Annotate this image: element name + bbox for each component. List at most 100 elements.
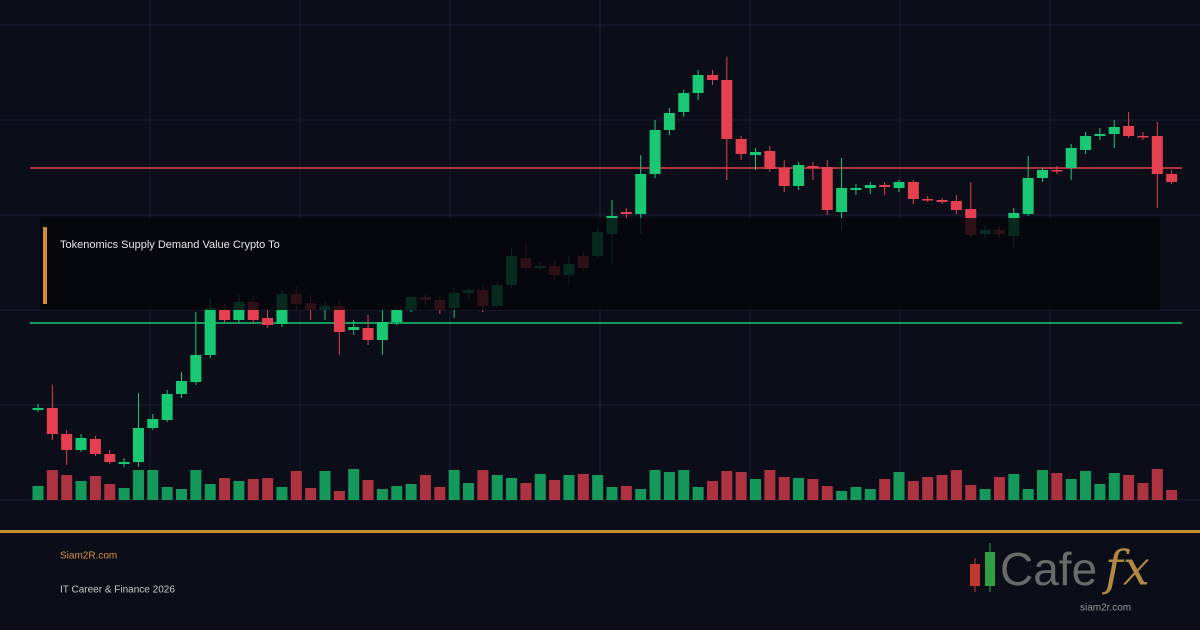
volume-bar — [46, 470, 58, 500]
volume-bar — [836, 491, 848, 500]
volume-bar — [950, 470, 962, 500]
candle-body — [104, 454, 116, 462]
candle-body — [348, 327, 360, 330]
candle-body — [1051, 170, 1063, 172]
candle-body — [333, 306, 345, 332]
volume-bar — [32, 486, 44, 500]
volume-bar — [750, 479, 761, 500]
volume-bar — [778, 477, 790, 500]
volume-bar — [678, 470, 690, 500]
volume-bar — [592, 475, 604, 500]
volume-bar — [506, 478, 518, 500]
volume-bar — [563, 475, 575, 500]
candle-body — [850, 188, 862, 190]
candle-body — [793, 165, 805, 186]
volume-bar — [764, 470, 776, 500]
candle-body — [247, 302, 259, 320]
volume-bar — [965, 485, 977, 500]
candle-body — [1037, 170, 1048, 178]
volume-bar — [405, 484, 417, 500]
volume-bar — [864, 489, 876, 500]
candle-body — [219, 310, 231, 320]
candle-body — [907, 182, 919, 199]
volume-bar — [649, 470, 661, 500]
candle-body — [190, 355, 202, 382]
volume-bar — [979, 489, 991, 500]
candle-body — [61, 434, 73, 450]
candle-body — [864, 185, 876, 188]
volume-bar — [993, 477, 1005, 500]
footer-site: Siam2R.com — [60, 551, 117, 562]
logo: Cafe fx siam2r.com — [970, 541, 1150, 614]
volume-bar — [635, 489, 647, 500]
volume-bar — [936, 475, 948, 500]
candle-body — [46, 408, 58, 434]
volume-bar — [118, 488, 130, 500]
candle-body — [649, 130, 661, 174]
candle-body — [922, 199, 934, 201]
volume-bar — [793, 478, 805, 500]
candle-body — [75, 438, 87, 450]
volume-bar — [247, 479, 259, 500]
volume-bar — [448, 470, 460, 500]
volume-bar — [606, 487, 618, 500]
volume-bar — [391, 486, 403, 500]
volume-bar — [1051, 473, 1063, 500]
candle-body — [362, 328, 374, 340]
volume-bar — [577, 474, 589, 500]
candle-body — [821, 167, 833, 210]
volume-bar — [1123, 475, 1135, 500]
candle-body — [678, 93, 690, 112]
volume-bar — [893, 472, 905, 500]
volume-bar — [879, 479, 891, 500]
candle-body — [32, 408, 44, 410]
candle-body — [778, 168, 790, 186]
candle-body — [735, 139, 747, 154]
candle-body — [1137, 136, 1149, 138]
volume-bar — [319, 471, 331, 500]
volume-bar — [735, 472, 747, 500]
candle-body — [376, 322, 388, 340]
volume-bar — [434, 487, 446, 500]
volume-bar — [692, 487, 704, 500]
candle-body — [262, 318, 274, 325]
volume-bar — [104, 484, 116, 500]
candle-body — [132, 428, 144, 462]
volume-bar — [219, 478, 231, 500]
volume-bar — [362, 480, 374, 500]
volume-bar — [376, 489, 388, 500]
volume-bar — [1065, 479, 1077, 500]
candle-body — [204, 308, 216, 355]
candle-body — [1094, 134, 1106, 136]
logo-url: siam2r.com — [1080, 603, 1131, 614]
candle-body — [635, 174, 647, 214]
footer-tagline: IT Career & Finance 2026 — [60, 585, 175, 596]
candle-body — [750, 152, 761, 155]
candle-body — [1151, 136, 1163, 174]
volume-bar — [1151, 469, 1163, 500]
candle-body — [936, 200, 948, 202]
volume-bar — [1108, 473, 1120, 500]
volume-bar — [348, 469, 360, 500]
title-accent — [43, 227, 47, 304]
overlay-title: Tokenomics Supply Demand Value Crypto To — [60, 239, 280, 251]
volume-bar — [176, 489, 187, 500]
candle-body — [147, 419, 159, 428]
volume-bar — [922, 477, 934, 500]
logo-accent: fx — [1102, 541, 1150, 597]
volume-bar — [491, 475, 503, 500]
candle-body — [836, 188, 848, 212]
volume-bar — [1008, 474, 1020, 500]
volume-bar — [1137, 483, 1149, 500]
volume-bar — [262, 478, 274, 500]
volume-bar — [333, 491, 345, 500]
candle-body — [620, 212, 632, 214]
volume-bar — [721, 471, 733, 500]
candle-body — [161, 394, 173, 420]
volume-bar — [305, 488, 317, 500]
candle-body — [1123, 126, 1135, 136]
divider — [0, 530, 1200, 533]
title-panel — [40, 218, 1160, 310]
volume-bar — [620, 486, 632, 500]
